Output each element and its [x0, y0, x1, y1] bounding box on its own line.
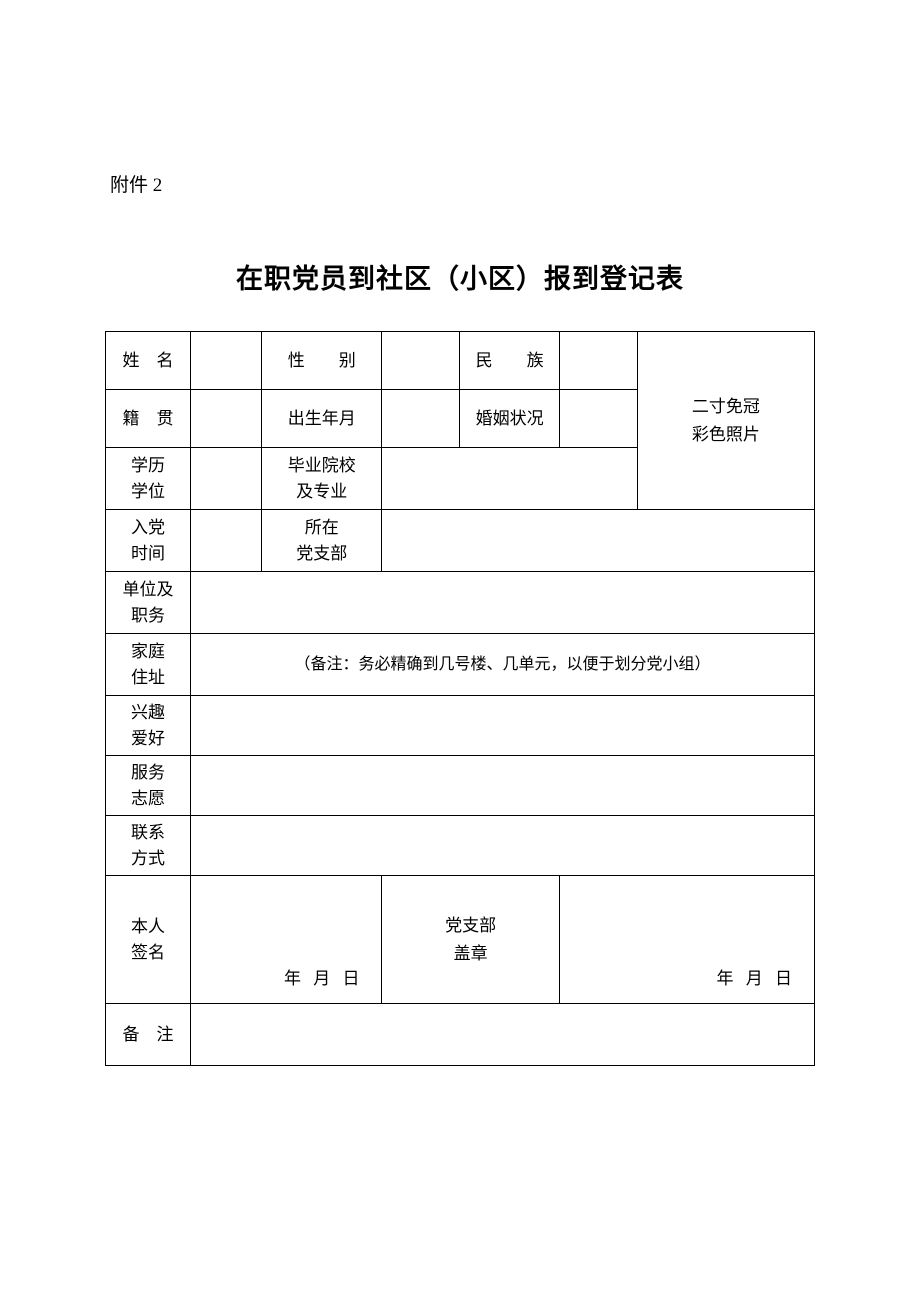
- value-origin[interactable]: [191, 390, 262, 448]
- label-join-date: 入党 时间: [106, 510, 191, 572]
- label-address: 家庭 住址: [106, 634, 191, 696]
- value-ethnicity[interactable]: [559, 332, 637, 390]
- value-service[interactable]: [191, 756, 815, 816]
- label-remark: 备 注: [106, 1004, 191, 1066]
- label-contact: 联系 方式: [106, 816, 191, 876]
- value-name[interactable]: [191, 332, 262, 390]
- label-hobby: 兴趣 爱好: [106, 696, 191, 756]
- label-school: 毕业院校 及专业: [261, 448, 382, 510]
- signature-date: 年 月 日: [284, 966, 364, 992]
- label-name: 姓 名: [106, 332, 191, 390]
- label-signature: 本人 签名: [106, 876, 191, 1004]
- value-branch[interactable]: [382, 510, 815, 572]
- photo-cell[interactable]: 二寸免冠 彩色照片: [637, 332, 814, 510]
- value-education[interactable]: [191, 448, 262, 510]
- value-birth[interactable]: [382, 390, 460, 448]
- label-ethnicity: 民 族: [460, 332, 559, 390]
- value-marital[interactable]: [559, 390, 637, 448]
- value-join-date[interactable]: [191, 510, 262, 572]
- value-address[interactable]: （备注：务必精确到几号楼、几单元，以便于划分党小组）: [191, 634, 815, 696]
- value-gender[interactable]: [382, 332, 460, 390]
- value-hobby[interactable]: [191, 696, 815, 756]
- label-branch: 所在 党支部: [261, 510, 382, 572]
- registration-table: 姓 名 性 别 民 族 二寸免冠 彩色照片 籍 贯 出生年月 婚姻状况 学历 学…: [105, 331, 815, 1066]
- value-contact[interactable]: [191, 816, 815, 876]
- label-gender: 性 别: [261, 332, 382, 390]
- label-unit: 单位及 职务: [106, 572, 191, 634]
- label-marital: 婚姻状况: [460, 390, 559, 448]
- form-title: 在职党员到社区（小区）报到登记表: [105, 257, 815, 296]
- photo-text: 二寸免冠 彩色照片: [692, 397, 760, 443]
- label-education: 学历 学位: [106, 448, 191, 510]
- value-unit[interactable]: [191, 572, 815, 634]
- value-remark[interactable]: [191, 1004, 815, 1066]
- value-stamp[interactable]: 年 月 日: [559, 876, 814, 1004]
- attachment-label: 附件 2: [110, 170, 815, 197]
- label-origin: 籍 贯: [106, 390, 191, 448]
- value-school[interactable]: [382, 448, 637, 510]
- label-stamp: 党支部 盖章: [382, 876, 559, 1004]
- stamp-date: 年 月 日: [717, 966, 797, 992]
- value-signature[interactable]: 年 月 日: [191, 876, 382, 1004]
- label-birth: 出生年月: [261, 390, 382, 448]
- label-service: 服务 志愿: [106, 756, 191, 816]
